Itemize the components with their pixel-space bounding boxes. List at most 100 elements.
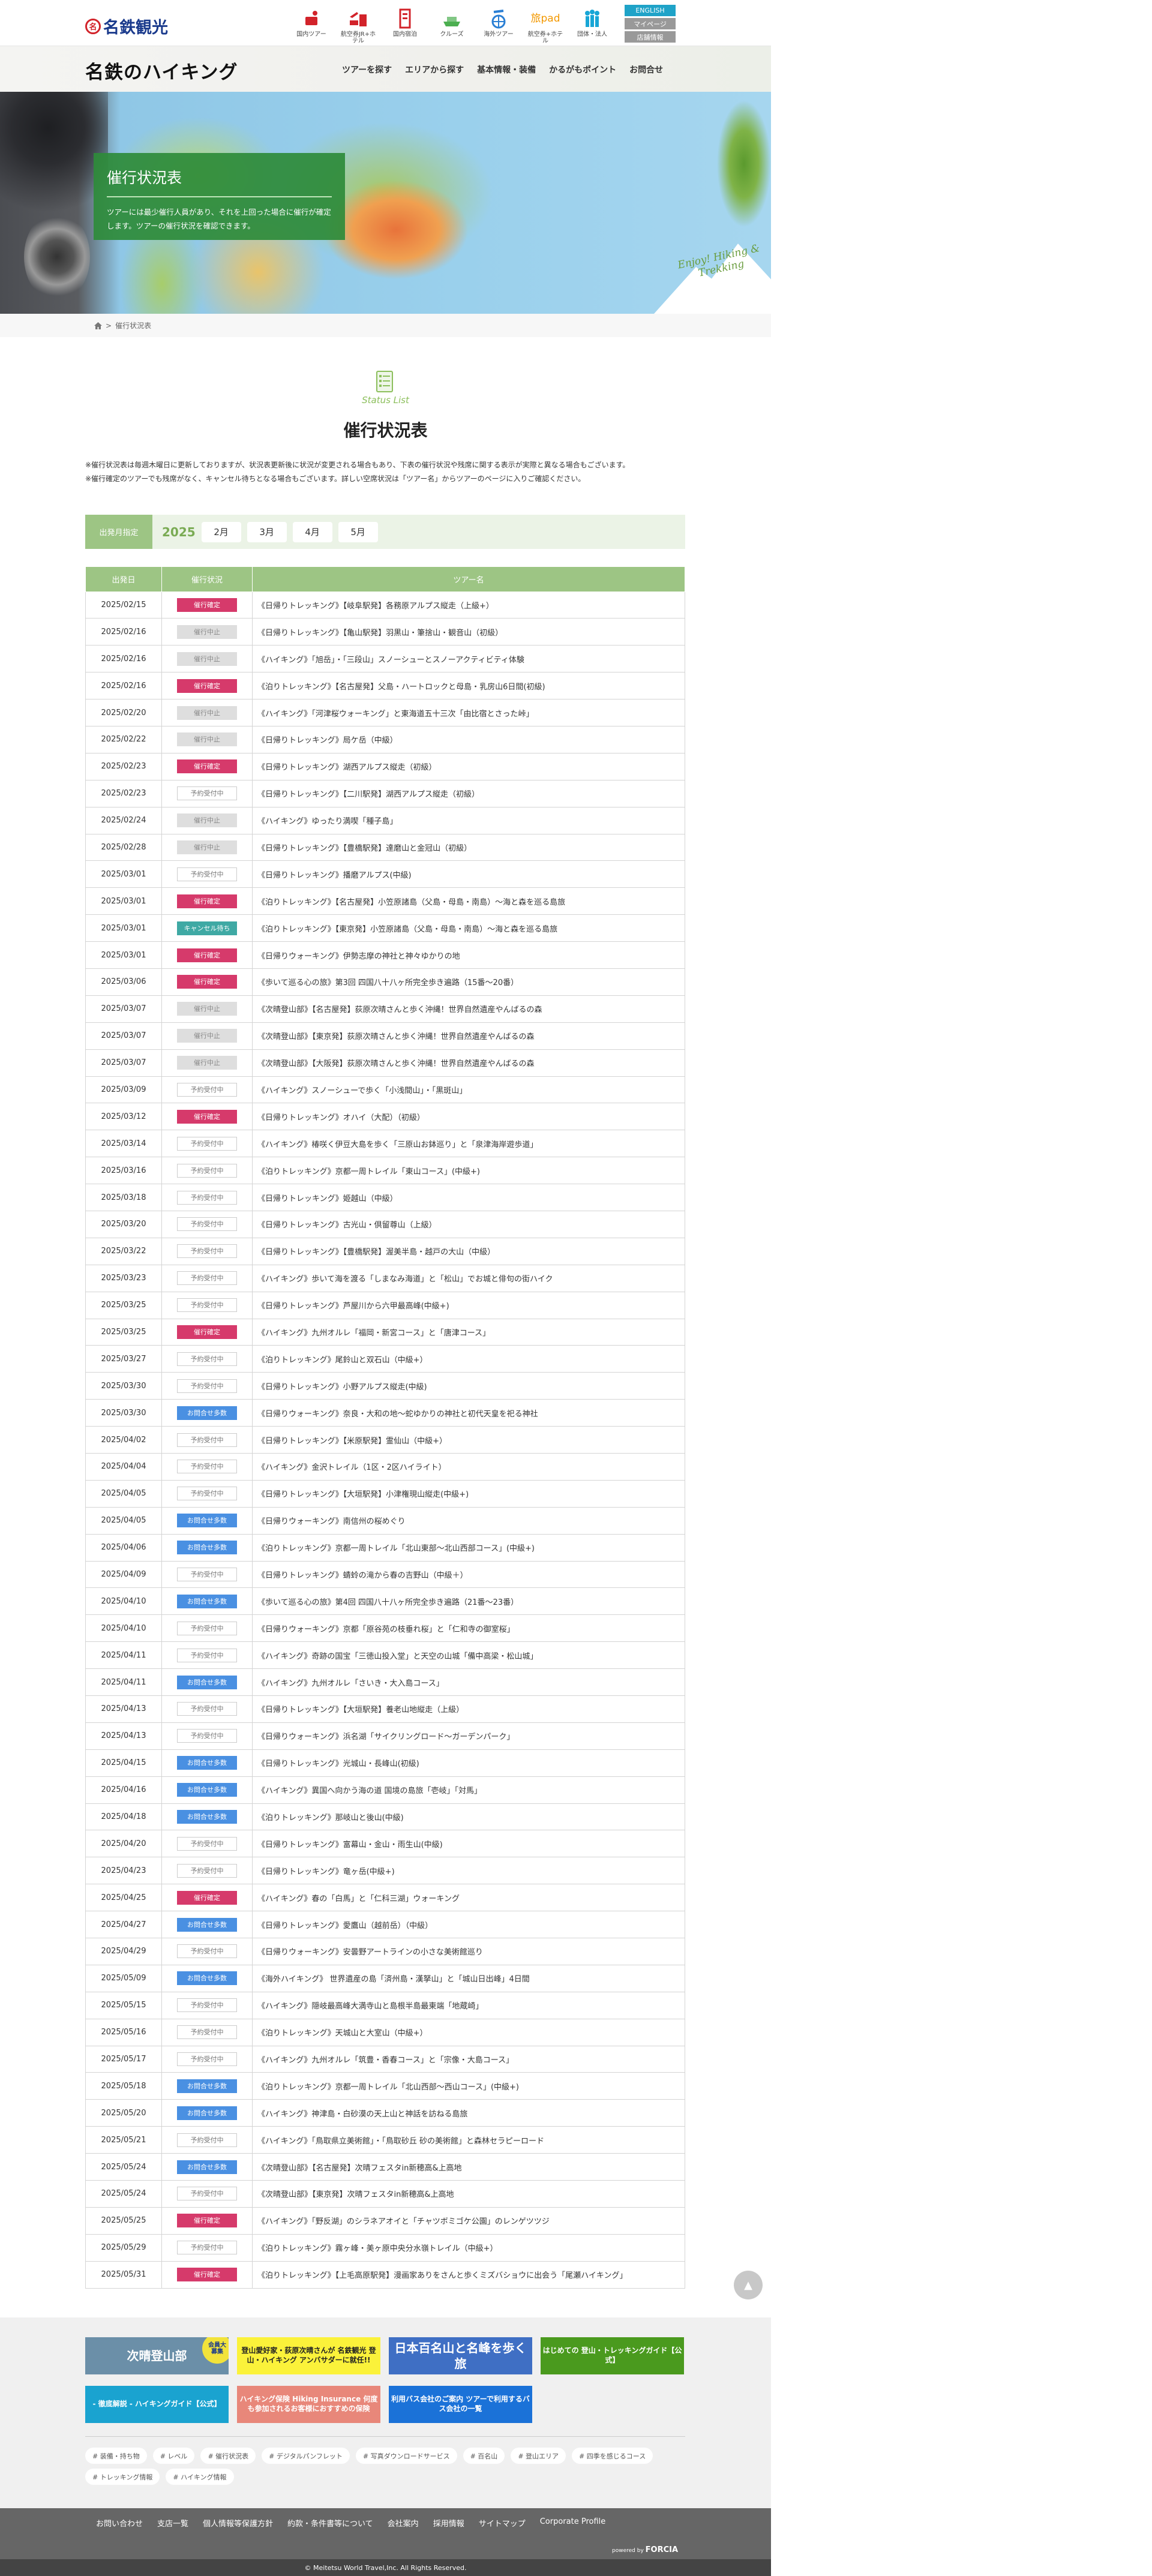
tour-name-link[interactable]: 《次晴登山部》【名古屋発】荻原次晴さんと歩く沖縄！世界自然遺産やんばるの森: [257, 1005, 542, 1015]
tour-name-link[interactable]: 《泊りトレッキング》霧ヶ峰・美ヶ原中央分水嶺トレイル（中級+）: [257, 2244, 498, 2254]
tag-link[interactable]: # 催行状況表: [200, 2448, 256, 2464]
tour-name-link[interactable]: 《ハイキング》九州オルレ「さいき・大入島コース」: [257, 1679, 444, 1688]
tour-name-link[interactable]: 《日帰りウォーキング》安曇野アートラインの小さな美術館巡り: [257, 1948, 483, 1957]
tour-name-link[interactable]: 《日帰りトレッキング》【大垣駅発】小津権現山縦走(中級+): [257, 1490, 469, 1500]
tour-name-link[interactable]: 《日帰りトレッキング》【岐阜駅発】各務原アルプス縦走（上級+）: [257, 601, 494, 611]
tag-link[interactable]: # 登山エリア: [511, 2448, 566, 2464]
tour-name-link[interactable]: 《日帰りトレッキング》局ケ岳（中級）: [257, 736, 398, 746]
tour-name-link[interactable]: 《日帰りトレッキング》古光山・倶留尊山（上級）: [257, 1221, 437, 1230]
tag-link[interactable]: # 四季を感じるコース: [572, 2448, 653, 2464]
tour-name-link[interactable]: 《泊りトレッキング》【東京発】小笠原諸島（父島・母島・南島）～海と森を巡る島旅: [257, 924, 558, 934]
tour-name-link[interactable]: 《ハイキング》「旭岳」・「三段山」スノーシューとスノーアクティビティ体験: [257, 655, 524, 665]
footer-link[interactable]: 会社案内: [387, 2520, 419, 2529]
footer-link[interactable]: お問い合わせ: [96, 2520, 143, 2529]
service-link-tabipad[interactable]: 旅pad 航空券+ホテル: [525, 8, 566, 44]
tag-link[interactable]: # 百名山: [463, 2448, 505, 2464]
tag-link[interactable]: # デジタルパンフレット: [262, 2448, 350, 2464]
tour-name-link[interactable]: 《日帰りトレッキング》芦屋川から六甲最高峰(中級+): [257, 1302, 449, 1311]
tour-name-link[interactable]: 《日帰りウォーキング》奈良・大和の地～蛇ゆかりの神社と初代天皇を祀る神社: [257, 1409, 538, 1419]
tour-name-link[interactable]: 《次晴登山部》【名古屋発】次晴フェスタin新穂高&上高地: [257, 2163, 462, 2173]
tour-name-link[interactable]: 《ハイキング》歩いて海を渡る「しまなみ海道」と「松山」でお城と俳句の街ハイク: [257, 1275, 553, 1284]
tour-name-link[interactable]: 《ハイキング》九州オルレ「筑豊・香春コース」と「宗像・大島コース」: [257, 2056, 514, 2065]
promo-banner-5[interactable]: - 徹底解説 - ハイキングガイド【公式】: [85, 2386, 229, 2423]
footer-link[interactable]: Corporate Profile: [539, 2517, 606, 2526]
back-to-top-button[interactable]: ▲: [734, 2271, 763, 2299]
tour-name-link[interactable]: 《ハイキング》異国へ向かう海の道 国境の島旅「壱岐」「対馬」: [257, 1787, 482, 1796]
tag-link[interactable]: # ハイキング情報: [166, 2469, 234, 2485]
month-button-may[interactable]: 5月: [338, 521, 378, 542]
month-button-mar[interactable]: 3月: [247, 521, 287, 542]
tour-name-link[interactable]: 《泊りトレッキング》京都一周トレイル「北山西部～西山コース」(中級+): [257, 2082, 519, 2092]
footer-link[interactable]: サイトマップ: [478, 2520, 526, 2529]
tour-name-link[interactable]: 《日帰りトレッキング》オハイ（大配）（初級）: [257, 1113, 425, 1122]
tour-name-link[interactable]: 《次晴登山部》【東京発】荻原次晴さんと歩く沖縄！世界自然遺産やんばるの森: [257, 1032, 535, 1042]
tour-name-link[interactable]: 《泊りトレッキング》天城山と大室山（中級+）: [257, 2029, 428, 2038]
tour-name-link[interactable]: 《日帰りトレッキング》愛鷹山（越前岳）（中級）: [257, 1921, 433, 1931]
tour-name-link[interactable]: 《ハイキング》神津島・白砂漠の天上山と神話を訪ねる島旅: [257, 2109, 468, 2119]
english-button[interactable]: ENGLISH: [625, 5, 676, 16]
footer-link[interactable]: 支店一覧: [157, 2520, 189, 2529]
tag-link[interactable]: # 装備・持ち物: [85, 2448, 147, 2464]
tour-name-link[interactable]: 《海外ハイキング》 世界遺産の島「済州島・漢拏山」と「城山日出峰」4日間: [257, 1975, 530, 1984]
tour-name-link[interactable]: 《日帰りトレッキング》富幕山・金山・雨生山(中級): [257, 1840, 443, 1850]
tour-name-link[interactable]: 《日帰りウォーキング》南信州の桜めぐり: [257, 1517, 406, 1527]
tour-name-link[interactable]: 《ハイキング》隠岐最高峰大満寺山と島根半島最東端「地蔵崎」: [257, 2002, 484, 2011]
home-icon[interactable]: [94, 322, 102, 329]
tour-name-link[interactable]: 《泊りトレッキング》【名古屋発】小笠原諸島（父島・母島・南島）～海と森を巡る島旅: [257, 897, 566, 907]
month-button-apr[interactable]: 4月: [292, 521, 332, 542]
month-button-feb[interactable]: 2月: [201, 521, 241, 542]
tour-name-link[interactable]: 《泊りトレッキング》京都一周トレイル「北山東部～北山西部コース」(中級+): [257, 1544, 535, 1554]
footer-link[interactable]: 約款・条件書等について: [287, 2520, 373, 2529]
tour-name-link[interactable]: 《泊りトレッキング》京都一周トレイル「東山コース」(中級+): [257, 1167, 480, 1176]
footer-link[interactable]: 採用情報: [433, 2520, 464, 2529]
tour-name-link[interactable]: 《日帰りトレッキング》【豊橋駅発】渥美半島・越戸の大山（中級）: [257, 1248, 496, 1257]
service-link-hotel[interactable]: 国内宿泊: [385, 8, 425, 44]
tour-name-link[interactable]: 《日帰りトレッキング》【二川駅発】湖西アルプス縦走（初級）: [257, 790, 479, 800]
tour-name-link[interactable]: 《次晴登山部》【大阪発】荻原次晴さんと歩く沖縄！世界自然遺産やんばるの森: [257, 1059, 535, 1069]
tour-name-link[interactable]: 《ハイキング》奇跡の国宝「三徳山投入堂」と天空の山城「備中高梁・松山城」: [257, 1652, 538, 1661]
tour-name-link[interactable]: 《日帰りトレッキング》湖西アルプス縦走（初級）: [257, 763, 437, 773]
tag-link[interactable]: # トレッキング情報: [85, 2469, 160, 2485]
tour-name-link[interactable]: 《日帰りトレッキング》【大垣駅発】養老山地縦走（上級）: [257, 1706, 464, 1715]
tour-name-link[interactable]: 《日帰りトレッキング》蜻蛉の滝から春の吉野山（中級＋）: [257, 1571, 468, 1580]
nav-contact[interactable]: お問合せ: [629, 65, 664, 75]
footer-link[interactable]: 個人情報等保護方針: [203, 2520, 274, 2529]
tour-name-link[interactable]: 《泊りトレッキング》【名古屋発】父島・ハートロックと母島・乳房山6日間(初級): [257, 682, 545, 692]
service-link-group[interactable]: 団体・法人: [572, 8, 613, 44]
tour-name-link[interactable]: 《泊りトレッキング》【上毛高原駅発】漫画家ありをさんと歩くミズバショウに出会う「…: [257, 2271, 628, 2281]
tour-name-link[interactable]: 《日帰りトレッキング》【亀山駅発】羽黒山・筆捨山・観音山（初級）: [257, 628, 503, 638]
promo-banner-7[interactable]: 利用バス会社のご案内 ツアーで利用するバス会社の一覧: [389, 2386, 532, 2423]
tour-name-link[interactable]: 《歩いて巡る心の旅》第3回 四国八十八ヶ所完全歩き遍路（15番～20番）: [257, 978, 519, 988]
tour-name-link[interactable]: 《ハイキング》金沢トレイル（1区・2区ハイライト）: [257, 1463, 446, 1473]
tour-name-link[interactable]: 《泊りトレッキング》那岐山と後山(中級): [257, 1814, 404, 1823]
tour-name-link[interactable]: 《ハイキング》春の「白馬」と「仁科三湖」ウォーキング: [257, 1894, 460, 1904]
promo-banner-1[interactable]: 次晴登山部 会員大募集: [85, 2337, 229, 2374]
tour-name-link[interactable]: 《歩いて巡る心の旅》第4回 四国八十八ヶ所完全歩き遍路（21番～23番）: [257, 1598, 519, 1607]
tour-name-link[interactable]: 《ハイキング》「河津桜ウォーキング」と東海道五十三次「由比宿とさった峠」: [257, 709, 534, 719]
mypage-button[interactable]: マイページ: [625, 18, 676, 29]
service-link-domestic-tour[interactable]: 国内ツアー: [291, 8, 332, 44]
hiking-logo[interactable]: 名鉄のハイキング: [85, 62, 238, 83]
tag-link[interactable]: # 写真ダウンロードサービス: [355, 2448, 457, 2464]
nav-basic-info[interactable]: 基本情報・装備: [477, 65, 536, 75]
meitetsu-logo[interactable]: 名 名鉄観光: [85, 14, 168, 38]
tour-name-link[interactable]: 《日帰りトレッキング》播磨アルプス(中級): [257, 870, 412, 880]
promo-banner-6[interactable]: ハイキング保険 Hiking Insurance 何度も参加されるお客様におすす…: [237, 2386, 380, 2423]
tour-name-link[interactable]: 《日帰りトレッキング》【豊橋駅発】達磨山と金冠山（初級）: [257, 843, 472, 853]
tour-name-link[interactable]: 《泊りトレッキング》尾鈴山と双石山（中級+）: [257, 1355, 428, 1365]
tour-name-link[interactable]: 《ハイキング》九州オルレ「福岡・新宮コース」と「唐津コース」: [257, 1328, 491, 1338]
tour-name-link[interactable]: 《ハイキング》スノーシューで歩く「小浅間山」・「黒斑山」: [257, 1086, 467, 1095]
tour-name-link[interactable]: 《日帰りウォーキング》浜名湖「サイクリングロード～ガーデンパーク」: [257, 1733, 515, 1742]
nav-karugamo-points[interactable]: かるがもポイント: [549, 65, 617, 75]
store-info-button[interactable]: 店舗情報: [625, 31, 676, 43]
tour-name-link[interactable]: 《日帰りウォーキング》京都「原谷苑の枝垂れ桜」と「仁和寺の御室桜」: [257, 1625, 515, 1634]
promo-banner-2[interactable]: 登山愛好家・荻原次晴さんが 名鉄観光 登山・ハイキング アンバサダーに就任!!: [237, 2337, 380, 2374]
promo-banner-3[interactable]: 日本百名山と名峰を歩く旅: [389, 2337, 532, 2374]
service-link-overseas-tour[interactable]: 海外ツアー: [478, 8, 519, 44]
tour-name-link[interactable]: 《日帰りトレッキング》姫越山（中級）: [257, 1194, 398, 1203]
tour-name-link[interactable]: 《ハイキング》「鳥取県立美術館」・「鳥取砂丘 砂の美術館」と森林セラピーロード: [257, 2136, 544, 2146]
tour-name-link[interactable]: 《日帰りトレッキング》光城山・長峰山(初級): [257, 1760, 419, 1769]
tag-link[interactable]: # レベル: [152, 2448, 195, 2464]
nav-find-by-area[interactable]: エリアから探す: [405, 65, 464, 75]
tour-name-link[interactable]: 《ハイキング》椿咲く伊豆大島を歩く「三原山お鉢巡り」と「泉津海岸遊歩道」: [257, 1140, 538, 1149]
